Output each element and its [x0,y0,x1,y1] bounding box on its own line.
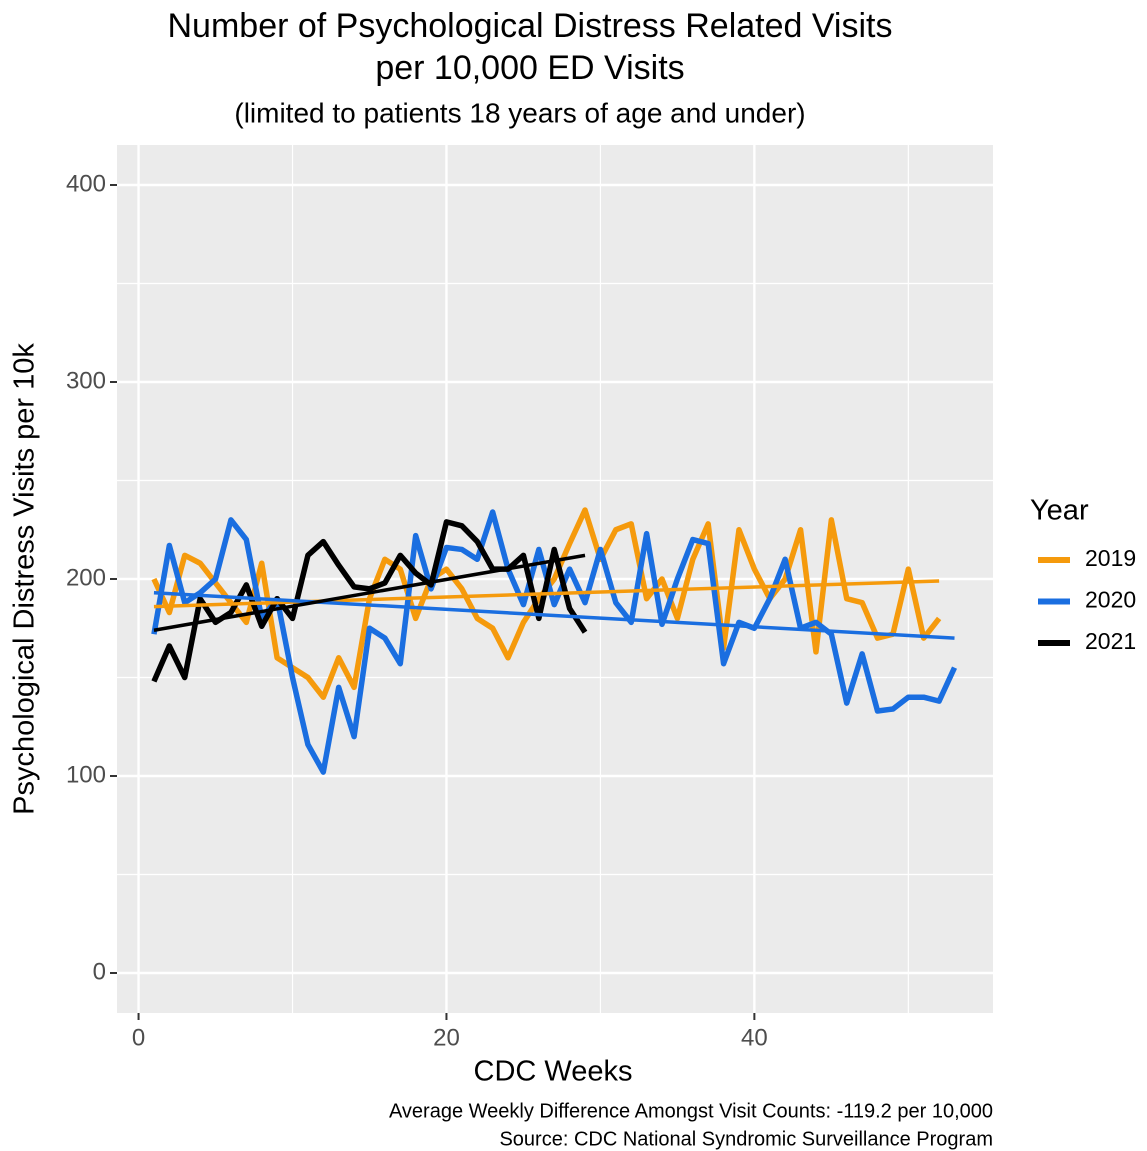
y-tick-label: 200 [66,564,106,591]
grid [117,145,993,1013]
x-tick-label: 40 [741,1024,768,1051]
y-tick-label: 0 [93,958,106,985]
y-axis-label: Psychological Distress Visits per 10k [9,343,41,815]
legend-title: Year [1030,495,1089,527]
caption: Source: CDC National Syndromic Surveilla… [499,1128,993,1150]
chart-subtitle: (limited to patients 18 years of age and… [234,97,805,128]
marks [151,507,958,775]
x-tick-label: 20 [433,1024,460,1051]
y-tick-label: 100 [66,761,106,788]
legend-label: 2020 [1085,587,1136,613]
y-tick-label: 300 [66,367,106,394]
series-line [151,509,958,775]
trend-line [153,553,586,632]
legend-label: 2021 [1085,628,1136,654]
caption: Average Weekly Difference Amongst Visit … [389,1100,993,1122]
trend-line [153,591,955,640]
chart-title: per 10,000 ED Visits [375,49,684,87]
x-axis-label: CDC Weeks [474,1056,633,1088]
chart-title: Number of Psychological Distress Related… [168,7,893,45]
y-tick-label: 400 [66,170,106,197]
legend-label: 2019 [1085,545,1136,571]
series-line [151,519,588,683]
trend-line [153,579,940,609]
x-tick-label: 0 [132,1024,145,1051]
